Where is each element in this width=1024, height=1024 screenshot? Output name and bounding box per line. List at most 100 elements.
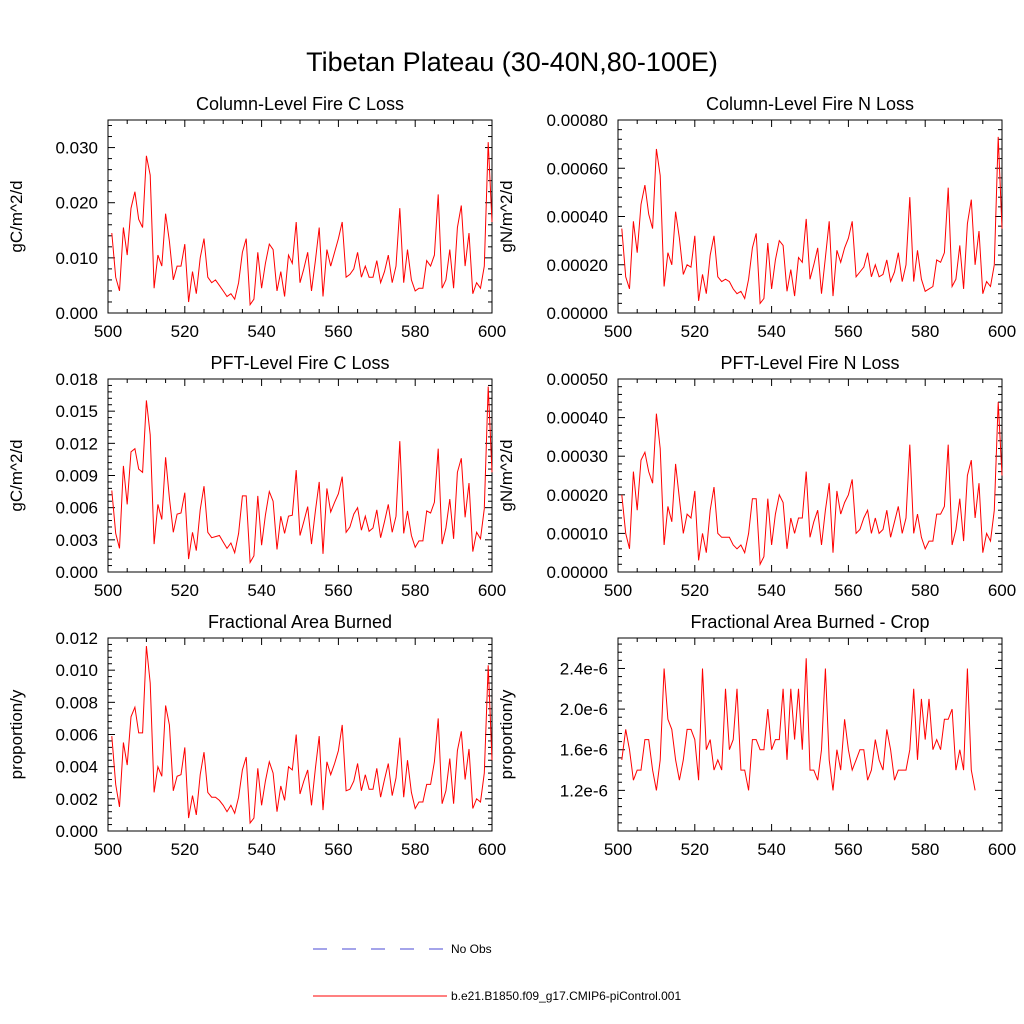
panel-title: PFT-Level Fire C Loss [210, 353, 389, 373]
x-tick-label: 560 [834, 840, 862, 859]
x-tick-label: 540 [247, 581, 275, 600]
x-tick-label: 580 [401, 840, 429, 859]
x-tick-label: 580 [911, 581, 939, 600]
x-tick-label: 580 [401, 322, 429, 341]
y-tick-label: 0.010 [55, 249, 98, 268]
y-tick-label: 0.015 [55, 402, 98, 421]
panel-5: Fractional Area Burned 500 520 540 560 580 600… [7, 612, 506, 859]
panel-title: Column-Level Fire N Loss [706, 94, 914, 114]
x-tick-label: 560 [834, 322, 862, 341]
series-line [111, 645, 493, 825]
x-tick-label: 500 [604, 581, 632, 600]
plot-frame [617, 637, 1003, 832]
y-tick-label: 0.006 [55, 726, 98, 745]
x-tick-label: 500 [94, 581, 122, 600]
y-tick-label: 0.030 [55, 139, 98, 158]
x-tick-label: 500 [604, 840, 632, 859]
y-tick-label: 0.00060 [547, 159, 608, 178]
y-tick-label: 0.006 [55, 499, 98, 518]
y-tick-label: 0.008 [55, 693, 98, 712]
x-tick-label: 520 [681, 322, 709, 341]
x-tick-label: 560 [324, 322, 352, 341]
legend-label-model: b.e21.B1850.f09_g17.CMIP6-piControl.001 [451, 989, 681, 1003]
y-tick-label: 0.00050 [547, 370, 608, 389]
series-line [621, 136, 1003, 305]
y-tick-label: 0.002 [55, 790, 98, 809]
x-tick-label: 520 [171, 840, 199, 859]
legend: No Obs b.e21.B1850.f09_g17.CMIP6-piContr… [313, 942, 681, 1003]
x-tick-label: 580 [911, 322, 939, 341]
main-title: Tibetan Plateau (30-40N,80-100E) [306, 47, 718, 77]
x-tick-label: 580 [911, 840, 939, 859]
y-tick-label: 0.000 [55, 822, 98, 841]
x-tick-label: 520 [681, 581, 709, 600]
y-tick-label: 0.018 [55, 370, 98, 389]
x-tick-label: 600 [988, 322, 1016, 341]
y-tick-label: 0.00040 [547, 208, 608, 227]
x-tick-label: 600 [988, 581, 1016, 600]
plot-frame [107, 378, 493, 573]
y-tick-label: 0.00010 [547, 524, 608, 543]
panel-1: Column-Level Fire C Loss 500 520 540 560 580 6… [7, 94, 506, 341]
y-tick-label: 1.6e-6 [560, 741, 608, 760]
y-tick-label: 0.00030 [547, 447, 608, 466]
panels: Column-Level Fire C Loss 500 520 540 560 580 6… [7, 94, 1016, 859]
y-tick-label: 0.00000 [547, 563, 608, 582]
series-line [621, 658, 976, 791]
x-tick-label: 520 [171, 322, 199, 341]
x-tick-label: 580 [401, 581, 429, 600]
x-tick-label: 560 [324, 840, 352, 859]
panel-6: Fractional Area Burned - Crop 500 520 540 56… [497, 612, 1016, 859]
y-tick-label: 1.2e-6 [560, 781, 608, 800]
series-line [111, 386, 493, 565]
x-tick-label: 600 [478, 581, 506, 600]
y-tick-label: 0.003 [55, 531, 98, 550]
panel-title: Column-Level Fire C Loss [196, 94, 404, 114]
x-tick-label: 500 [94, 840, 122, 859]
y-axis-label: proportion/y [497, 689, 516, 779]
y-tick-label: 0.012 [55, 629, 98, 648]
panel-3: PFT-Level Fire C Loss 500 520 540 560 580 600 0… [7, 353, 506, 600]
series-line [621, 402, 1003, 567]
panel-2: Column-Level Fire N Loss 500 520 540 560 580 6… [497, 94, 1016, 341]
y-tick-label: 0.012 [55, 434, 98, 453]
x-tick-label: 560 [324, 581, 352, 600]
x-tick-label: 560 [834, 581, 862, 600]
x-tick-label: 500 [94, 322, 122, 341]
y-tick-label: 0.000 [55, 563, 98, 582]
y-tick-label: 0.00080 [547, 111, 608, 130]
y-axis-label: gC/m^2/d [7, 180, 26, 252]
y-axis-label: gN/m^2/d [497, 180, 516, 252]
x-tick-label: 520 [681, 840, 709, 859]
x-tick-label: 500 [604, 322, 632, 341]
y-tick-label: 0.000 [55, 304, 98, 323]
plot-frame [617, 378, 1003, 573]
y-tick-label: 0.00020 [547, 486, 608, 505]
x-tick-label: 540 [757, 840, 785, 859]
y-tick-label: 0.020 [55, 194, 98, 213]
y-tick-label: 0.00040 [547, 409, 608, 428]
panel-title: Fractional Area Burned [208, 612, 392, 632]
x-tick-label: 600 [988, 840, 1016, 859]
x-tick-label: 540 [247, 322, 275, 341]
x-tick-label: 540 [247, 840, 275, 859]
y-tick-label: 0.00020 [547, 256, 608, 275]
x-tick-label: 600 [478, 840, 506, 859]
series-line [111, 142, 493, 307]
legend-label-no-obs: No Obs [451, 942, 492, 956]
y-axis-label: gC/m^2/d [7, 439, 26, 511]
y-tick-label: 2.0e-6 [560, 700, 608, 719]
y-tick-label: 0.010 [55, 661, 98, 680]
panel-title: Fractional Area Burned - Crop [690, 612, 929, 632]
panel-4: PFT-Level Fire N Loss 500 520 540 560 580 600 0… [497, 353, 1016, 600]
y-axis-label: proportion/y [7, 689, 26, 779]
y-tick-label: 0.009 [55, 467, 98, 486]
y-axis-label: gN/m^2/d [497, 439, 516, 511]
y-tick-label: 0.004 [55, 758, 98, 777]
x-tick-label: 600 [478, 322, 506, 341]
y-tick-label: 2.4e-6 [560, 659, 608, 678]
y-tick-label: 0.00000 [547, 304, 608, 323]
panel-title: PFT-Level Fire N Loss [720, 353, 899, 373]
plot-frame [107, 637, 493, 832]
